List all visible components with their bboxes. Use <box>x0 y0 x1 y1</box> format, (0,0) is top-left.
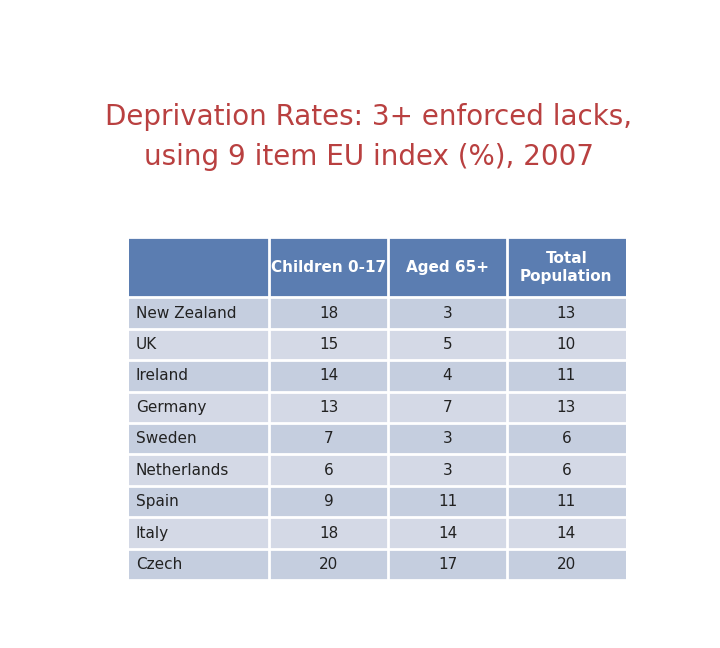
Text: 9: 9 <box>324 494 333 509</box>
FancyBboxPatch shape <box>507 297 626 329</box>
FancyBboxPatch shape <box>388 486 507 517</box>
Text: 13: 13 <box>557 305 576 321</box>
FancyBboxPatch shape <box>507 329 626 360</box>
Text: 6: 6 <box>562 463 571 478</box>
FancyBboxPatch shape <box>388 549 507 580</box>
Text: Aged 65+: Aged 65+ <box>406 260 489 275</box>
Text: 14: 14 <box>438 526 457 540</box>
FancyBboxPatch shape <box>129 237 269 297</box>
Text: 18: 18 <box>319 526 338 540</box>
FancyBboxPatch shape <box>129 329 269 360</box>
FancyBboxPatch shape <box>269 454 388 486</box>
Text: 20: 20 <box>319 557 338 572</box>
Text: 13: 13 <box>319 400 338 415</box>
FancyBboxPatch shape <box>507 391 626 423</box>
FancyBboxPatch shape <box>129 549 269 580</box>
FancyBboxPatch shape <box>388 454 507 486</box>
Text: 7: 7 <box>324 432 333 446</box>
FancyBboxPatch shape <box>269 549 388 580</box>
Text: UK: UK <box>136 337 157 352</box>
FancyBboxPatch shape <box>269 329 388 360</box>
Text: Total
Population: Total Population <box>520 251 613 284</box>
Text: Ireland: Ireland <box>136 369 189 384</box>
FancyBboxPatch shape <box>507 423 626 454</box>
FancyBboxPatch shape <box>388 391 507 423</box>
Text: 18: 18 <box>319 305 338 321</box>
Text: 20: 20 <box>557 557 576 572</box>
FancyBboxPatch shape <box>269 391 388 423</box>
Text: 3: 3 <box>443 463 452 478</box>
Text: 10: 10 <box>557 337 576 352</box>
FancyBboxPatch shape <box>269 486 388 517</box>
Text: 14: 14 <box>557 526 576 540</box>
Text: New Zealand: New Zealand <box>136 305 236 321</box>
FancyBboxPatch shape <box>507 454 626 486</box>
FancyBboxPatch shape <box>129 297 269 329</box>
Text: 3: 3 <box>443 305 452 321</box>
Text: 6: 6 <box>562 432 571 446</box>
FancyBboxPatch shape <box>388 360 507 391</box>
Text: Czech: Czech <box>136 557 182 572</box>
Text: 13: 13 <box>557 400 576 415</box>
FancyBboxPatch shape <box>269 297 388 329</box>
Text: Spain: Spain <box>136 494 179 509</box>
FancyBboxPatch shape <box>269 360 388 391</box>
Text: 7: 7 <box>443 400 452 415</box>
Text: 15: 15 <box>319 337 338 352</box>
FancyBboxPatch shape <box>388 237 507 297</box>
Text: Netherlands: Netherlands <box>136 463 229 478</box>
FancyBboxPatch shape <box>388 517 507 549</box>
Text: 4: 4 <box>443 369 452 384</box>
Text: 6: 6 <box>324 463 333 478</box>
FancyBboxPatch shape <box>507 517 626 549</box>
FancyBboxPatch shape <box>507 360 626 391</box>
Text: using 9 item EU index (%), 2007: using 9 item EU index (%), 2007 <box>144 143 594 170</box>
FancyBboxPatch shape <box>388 329 507 360</box>
Text: 11: 11 <box>557 369 576 384</box>
FancyBboxPatch shape <box>269 237 388 297</box>
FancyBboxPatch shape <box>129 517 269 549</box>
FancyBboxPatch shape <box>129 391 269 423</box>
FancyBboxPatch shape <box>507 486 626 517</box>
Text: Deprivation Rates: 3+ enforced lacks,: Deprivation Rates: 3+ enforced lacks, <box>105 102 633 131</box>
Text: 17: 17 <box>438 557 457 572</box>
Text: 5: 5 <box>443 337 452 352</box>
FancyBboxPatch shape <box>269 423 388 454</box>
FancyBboxPatch shape <box>129 360 269 391</box>
FancyBboxPatch shape <box>129 486 269 517</box>
Text: Italy: Italy <box>136 526 169 540</box>
Text: 11: 11 <box>438 494 457 509</box>
FancyBboxPatch shape <box>388 297 507 329</box>
FancyBboxPatch shape <box>507 237 626 297</box>
Text: 3: 3 <box>443 432 452 446</box>
Text: Children 0-17: Children 0-17 <box>271 260 387 275</box>
FancyBboxPatch shape <box>129 454 269 486</box>
FancyBboxPatch shape <box>388 423 507 454</box>
FancyBboxPatch shape <box>507 549 626 580</box>
Text: 11: 11 <box>557 494 576 509</box>
Text: 14: 14 <box>319 369 338 384</box>
Text: Germany: Germany <box>136 400 206 415</box>
Text: Sweden: Sweden <box>136 432 197 446</box>
FancyBboxPatch shape <box>269 517 388 549</box>
FancyBboxPatch shape <box>129 423 269 454</box>
